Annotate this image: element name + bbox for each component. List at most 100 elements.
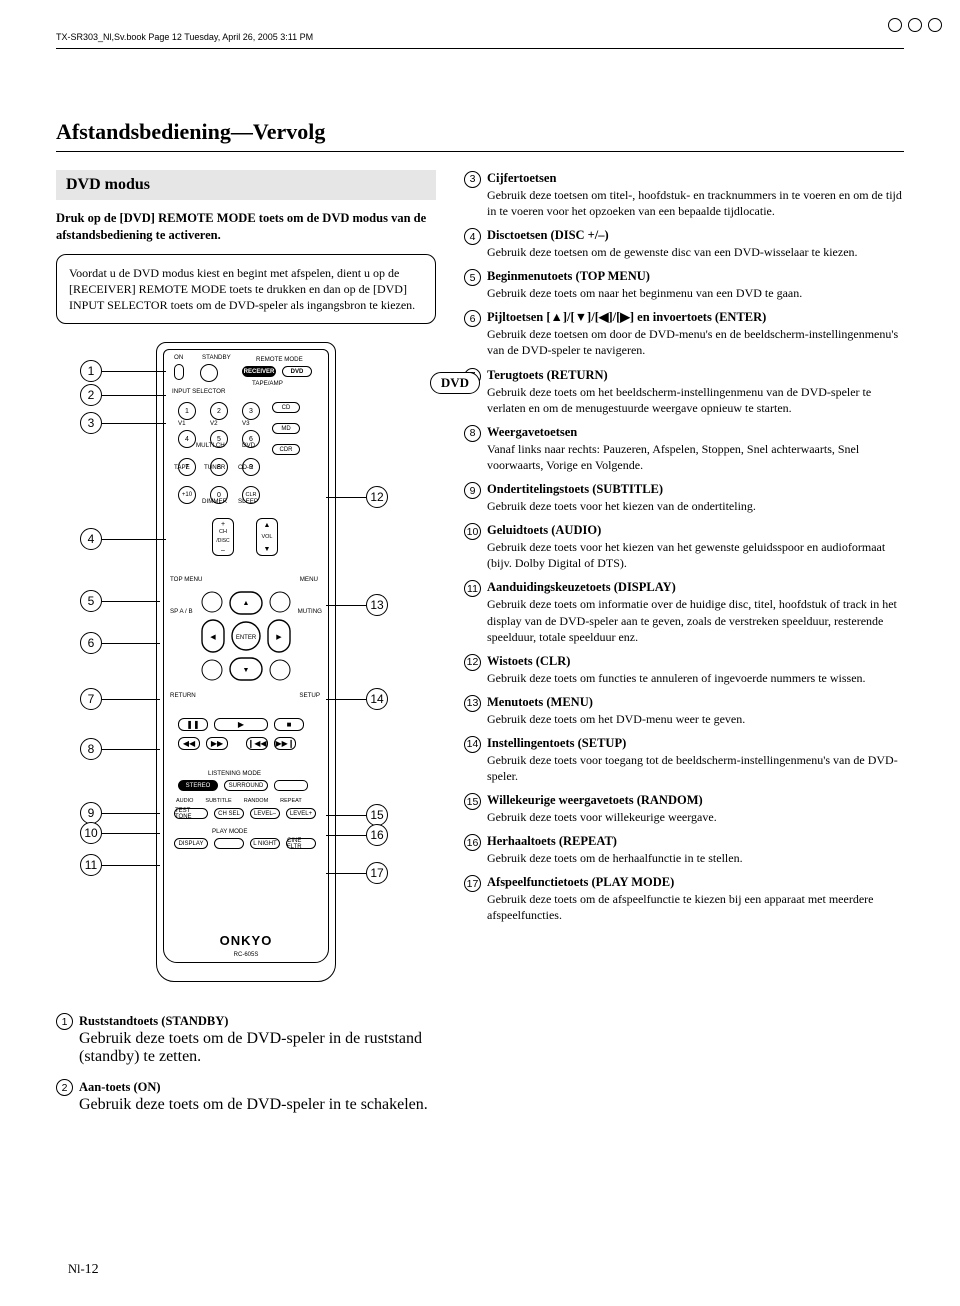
dvd-mode: DVD (282, 366, 312, 377)
svg-text:▶: ▶ (276, 634, 282, 641)
item-desc: Vanaf links naar rechts: Pauzeren, Afspe… (487, 442, 859, 472)
item-title: Terugtoets (RETURN) (487, 368, 608, 382)
callout-7: 7 (80, 688, 102, 710)
desc-item-11: 11Aanduidingskeuzetoets (DISPLAY)Gebruik… (464, 579, 904, 644)
desc-item-1: 1Ruststandtoets (STANDBY)Gebruik deze to… (56, 1012, 436, 1066)
brand-logo: ONKYO (164, 933, 328, 948)
dvd-tag: DVD (430, 372, 480, 394)
item-title: Afspeelfunctietoets (PLAY MODE) (487, 875, 674, 889)
item-title: Willekeurige weergavetoets (RANDOM) (487, 793, 703, 807)
desc-item-13: 13 Menutoets (MENU) Gebruik deze toets om … (464, 694, 904, 727)
callout-2: 2 (80, 384, 102, 406)
item-number: 2 (56, 1079, 73, 1096)
item-number: 6 (464, 310, 481, 327)
item-number: 10 (464, 523, 481, 540)
item-number: 9 (464, 482, 481, 499)
item-desc: Gebruik deze toets om naar het beginmenu… (487, 286, 802, 300)
playback-group: ❚❚▶■ ◀◀▶▶❙◀◀▶▶❙ (178, 718, 314, 756)
item-title: Ruststandtoets (STANDBY) (79, 1014, 228, 1028)
item-number: 15 (464, 793, 481, 810)
receiver-mode: RECEIVER (242, 366, 276, 377)
svg-text:ENTER: ENTER (236, 635, 257, 641)
callout-15: 15 (366, 804, 388, 826)
item-number: 5 (464, 269, 481, 286)
callout-9: 9 (80, 802, 102, 824)
item-desc: Gebruik deze toets om het DVD-menu weer … (487, 712, 745, 726)
section-subtitle: —Vervolg (231, 119, 326, 144)
item-desc: Gebruik deze toetsen om door de DVD-menu… (487, 327, 898, 357)
item-title: Aanduidingskeuzetoets (DISPLAY) (487, 580, 676, 594)
desc-item-14: 14Instellingentoets (SETUP)Gebruik deze … (464, 735, 904, 784)
callout-17: 17 (366, 862, 388, 884)
item-desc: Gebruik deze toets voor willekeurige wee… (487, 810, 717, 824)
item-number: 3 (464, 171, 481, 188)
item-title: Beginmenutoets (TOP MENU) (487, 269, 650, 283)
item-title: Weergavetoetsen (487, 425, 577, 439)
right-descriptions: 3CijfertoetsenGebruik deze toetsen om ti… (464, 170, 904, 1126)
svg-text:▲: ▲ (243, 600, 250, 607)
item-title: Aan-toets (ON) (79, 1080, 161, 1094)
note-box: Voordat u de DVD modus kiest en begint m… (56, 254, 436, 325)
dpad: ENTER ▲ ▼ ◀ ▶ (200, 590, 292, 682)
item-desc: Gebruik deze toets om functies te annule… (487, 671, 866, 685)
desc-item-5: 5 Beginmenutoets (TOP MENU) Gebruik deze t… (464, 268, 904, 301)
item-title: Geluidtoets (AUDIO) (487, 523, 601, 537)
section-heading: Afstandsbediening—Vervolg (56, 119, 904, 145)
item-number: 11 (464, 580, 481, 597)
item-number: 16 (464, 834, 481, 851)
number-grid: 123 456 789 +100CLR (174, 400, 264, 506)
item-number: 12 (464, 654, 481, 671)
callout-3: 3 (80, 412, 102, 434)
item-title: Disctoetsen (DISC +/–) (487, 228, 609, 242)
item-desc: Gebruik deze toetsen om de gewenste disc… (487, 245, 858, 259)
item-title: Wistoets (CLR) (487, 654, 570, 668)
callout-16: 16 (366, 824, 388, 846)
item-number: 14 (464, 736, 481, 753)
bottom-left-desc: 1Ruststandtoets (STANDBY)Gebruik deze to… (56, 1012, 436, 1114)
svg-text:◀: ◀ (210, 634, 216, 641)
intro-text: Druk op de [DVD] REMOTE MODE toets om de… (56, 210, 436, 244)
callout-4: 4 (80, 528, 102, 550)
item-title: Menutoets (MENU) (487, 695, 593, 709)
desc-item-3: 3CijfertoetsenGebruik deze toetsen om ti… (464, 170, 904, 219)
item-title: Ondertitelingstoets (SUBTITLE) (487, 482, 663, 496)
on-button (174, 364, 184, 380)
desc-item-2: 2 Aan-toets (ON) Gebruik deze toets om de … (56, 1078, 436, 1114)
callout-10: 10 (80, 822, 102, 844)
item-number: 17 (464, 875, 481, 892)
desc-item-12: 12 Wistoets (CLR) Gebruik deze toets om fu… (464, 653, 904, 686)
item-desc: Gebruik deze toets om de herhaalfunctie … (487, 851, 743, 865)
item-number: 8 (464, 425, 481, 442)
section-title: Afstandsbediening (56, 119, 231, 144)
item-number: 4 (464, 228, 481, 245)
desc-item-7: 7Terugtoets (RETURN)Gebruik deze toets o… (464, 367, 904, 416)
desc-item-17: 17 Afspeelfunctietoets (PLAY MODE) Gebruik… (464, 874, 904, 923)
callout-6: 6 (80, 632, 102, 654)
callout-12: 12 (366, 486, 388, 508)
item-desc: Gebruik deze toets om de DVD-speler in t… (79, 1096, 428, 1113)
item-desc: Gebruik deze toets voor het kiezen van h… (487, 540, 885, 570)
section-rule (56, 151, 904, 152)
desc-item-10: 10 Geluidtoets (AUDIO) Gebruik deze toets … (464, 522, 904, 571)
desc-item-6: 6Pijltoetsen [▲]/[▼]/[◀]/[▶] en invoerto… (464, 309, 904, 358)
item-desc: Gebruik deze toets voor toegang tot de b… (487, 753, 898, 783)
book-header: TX-SR303_Nl,Sv.book Page 12 Tuesday, Apr… (56, 32, 904, 42)
item-desc: Gebruik deze toets om de afspeelfunctie … (487, 892, 873, 922)
item-desc: Gebruik deze toets om de DVD-speler in d… (79, 1030, 422, 1065)
item-desc: Gebruik deze toetsen om titel-, hoofdstu… (487, 188, 902, 218)
standby-button (200, 364, 218, 382)
mode-box: DVD modus (56, 170, 436, 200)
callout-5: 5 (80, 590, 102, 612)
item-desc: Gebruik deze toets voor het kiezen van d… (487, 499, 756, 513)
crop-marks (888, 18, 942, 32)
callout-11: 11 (80, 854, 102, 876)
item-number: 13 (464, 695, 481, 712)
desc-item-16: 16Herhaaltoets (REPEAT)Gebruik deze toet… (464, 833, 904, 866)
desc-item-4: 4 Disctoetsen (DISC +/–) Gebruik deze toet… (464, 227, 904, 260)
remote-diagram: 1 2 3 4 5 6 7 8 9 10 11 12 13 (56, 342, 436, 1012)
svg-text:▼: ▼ (243, 667, 250, 674)
ch-vol: +CH/DISC– ▲VOL▼ (212, 518, 278, 556)
callout-14: 14 (366, 688, 388, 710)
header-rule (56, 48, 904, 49)
model-number: RC-605S (164, 952, 328, 958)
